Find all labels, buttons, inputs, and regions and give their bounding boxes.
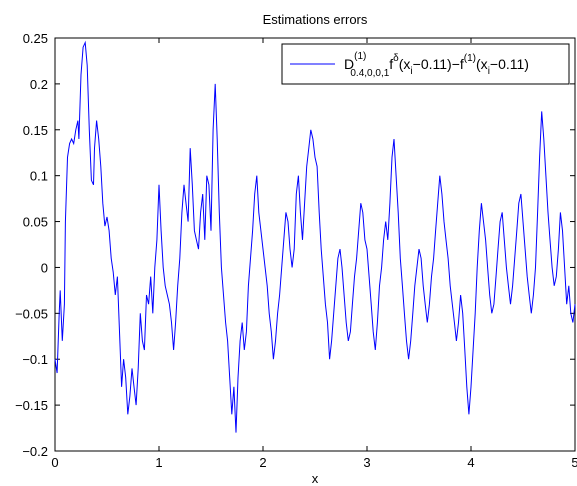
legend-sup-order-2: (1) [464, 53, 476, 64]
y-axis: 0.25 0.2 0.15 0.1 0.05 0 −0.05 −0.1 −0.15 −0.2 [15, 31, 575, 459]
legend: D(1) 0.4,0,0,1fδ(xi−0.11)−f(1)(xi−0.11) [281, 43, 570, 85]
legend-f: f [389, 56, 393, 72]
legend-d: D [344, 56, 354, 72]
legend-sup-delta: δ [393, 53, 399, 64]
legend-paren-x2: (x [476, 56, 488, 72]
y-tick-label: 0 [41, 260, 48, 275]
y-tick-label: −0.15 [15, 398, 48, 413]
legend-sub-i1: i [410, 66, 412, 77]
y-tick-label: 0.05 [23, 215, 48, 230]
y-tick-label: 0.2 [30, 77, 48, 92]
x-tick-label: 0 [51, 455, 58, 470]
x-tick-label: 5 [571, 455, 577, 470]
legend-sub-i2: i [488, 66, 490, 77]
x-tick-label: 3 [363, 455, 370, 470]
y-tick-label: −0.1 [22, 352, 48, 367]
y-tick-label: 0.1 [30, 169, 48, 184]
legend-sup-order: (1) [354, 51, 366, 62]
x-tick-label: 2 [259, 455, 266, 470]
legend-mid: −0.11)−f [413, 56, 464, 72]
y-tick-label: 0.15 [23, 123, 48, 138]
x-axis-label: x [312, 471, 319, 486]
legend-paren-x1: (x [399, 56, 411, 72]
legend-end: −0.11) [490, 56, 529, 72]
legend-sub-params: 0.4,0,0,1 [350, 68, 389, 79]
x-tick-label: 4 [467, 455, 474, 470]
y-tick-label: −0.2 [22, 444, 48, 459]
legend-label: D(1) 0.4,0,0,1fδ(xi−0.11)−f(1)(xi−0.11) [344, 51, 529, 79]
x-tick-label: 1 [155, 455, 162, 470]
y-tick-label: −0.05 [15, 306, 48, 321]
x-axis: 0 1 2 3 4 5 [51, 38, 577, 470]
y-tick-label: 0.25 [23, 31, 48, 46]
series-line [54, 40, 576, 433]
plot-frame [54, 37, 576, 452]
chart-title: Estimations errors [263, 12, 368, 27]
